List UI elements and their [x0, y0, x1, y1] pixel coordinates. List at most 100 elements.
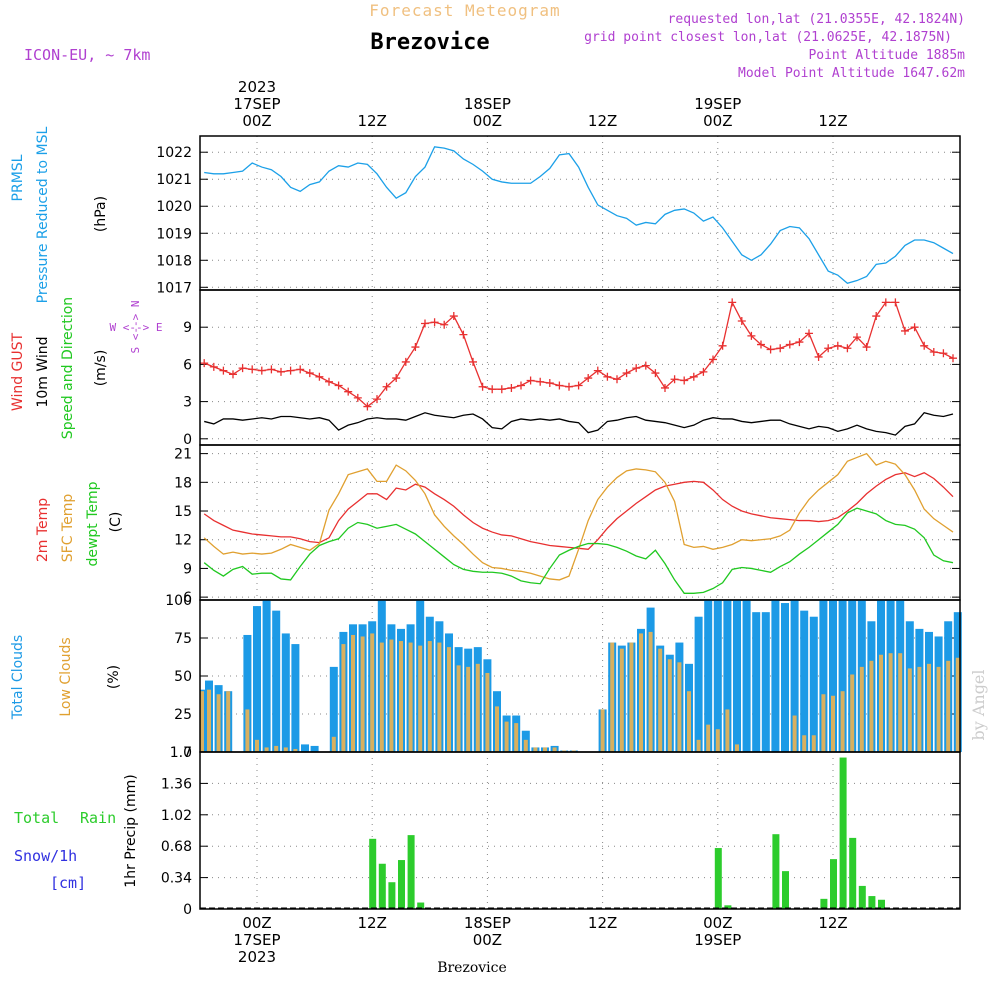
- low-cloud-bar: [802, 735, 807, 752]
- gust-marker: [401, 357, 410, 366]
- gust-marker: [555, 381, 564, 390]
- y-tick-label: 0: [183, 745, 192, 761]
- temp-labels: 2m Temp SFC Temp dewpt Temp (C): [35, 481, 124, 566]
- low-cloud-bar: [264, 747, 269, 752]
- gust-marker: [488, 385, 497, 394]
- low-cloud-bar: [389, 639, 394, 752]
- gust-marker: [315, 372, 324, 381]
- low-cloud-bar: [504, 721, 509, 752]
- low-cloud-bar: [677, 662, 682, 752]
- low-cloud-bar: [888, 653, 893, 752]
- low-cloud-bar: [658, 648, 663, 752]
- gust-marker: [296, 365, 305, 374]
- panel-precip: 0 0.34 0.68 1.02 1.36 1.7: [161, 745, 961, 918]
- low-cloud-bar: [869, 660, 874, 752]
- gust-marker: [430, 318, 439, 327]
- gust-marker: [497, 385, 506, 394]
- panel-frame: [199, 444, 961, 601]
- wind-label-10m: 10m Wind: [35, 336, 51, 407]
- rain-bar: [388, 882, 396, 909]
- low-cloud-bar: [226, 691, 231, 752]
- panel-frame: [199, 751, 961, 910]
- y-tick-label: 1022: [156, 145, 192, 161]
- wind-labels: Wind GUST 10m Wind Speed and Direction (…: [10, 297, 162, 439]
- low-cloud-bar: [552, 747, 557, 752]
- low-cloud-bar: [840, 691, 845, 752]
- gust-marker: [872, 312, 881, 321]
- rain-bar: [772, 834, 780, 909]
- top-tick-label: 00Z: [703, 112, 732, 130]
- gust-marker: [584, 374, 593, 383]
- gust-marker: [824, 344, 833, 353]
- top-tick-label: 00Z: [242, 112, 271, 130]
- total-cloud-bar: [291, 644, 300, 752]
- low-cloud-bar: [274, 745, 279, 752]
- low-cloud-bar: [735, 744, 739, 752]
- rain-bar: [378, 863, 386, 909]
- gust-marker: [680, 376, 689, 385]
- gust-marker: [267, 365, 276, 374]
- low-cloud-bar: [293, 748, 298, 752]
- low-cloud-bar: [898, 653, 903, 752]
- gust-marker: [469, 357, 477, 366]
- total-cloud-bar: [781, 603, 789, 752]
- low-cloud-bar: [514, 723, 519, 752]
- y-tick-label: 25: [174, 707, 192, 723]
- gust-marker: [795, 338, 804, 347]
- pressure-label-unit: (hPa): [93, 196, 109, 232]
- bottom-tick-label: 17SEP: [233, 931, 280, 949]
- gust-marker: [392, 374, 401, 383]
- low-cloud-bar: [811, 735, 816, 752]
- pressure-labels: PRMSL Pressure Reduced to MSL (hPa): [10, 126, 109, 303]
- gridpoint-coords: grid point closest lon,lat (21.0625E, 42…: [584, 30, 952, 45]
- watermark: by Angel: [969, 669, 988, 740]
- low-cloud-bar: [399, 641, 403, 752]
- low-cloud-bar: [466, 666, 471, 752]
- gust-marker: [536, 377, 545, 386]
- low-cloud-bar: [562, 750, 567, 752]
- wind-speed-line: [204, 412, 954, 436]
- y-tick-label: 1019: [156, 226, 192, 242]
- gust-marker: [622, 369, 631, 378]
- model-label: ICON-EU, ~ 7km: [24, 46, 150, 64]
- gust-marker: [776, 344, 785, 353]
- gust-marker: [507, 383, 516, 392]
- low-cloud-bar: [907, 668, 912, 752]
- low-cloud-bar: [255, 739, 259, 752]
- low-cloud-bar: [821, 694, 826, 752]
- low-cloud-bar: [917, 666, 922, 752]
- bottom-tick-label: 2023: [238, 948, 276, 966]
- gust-marker: [737, 317, 746, 325]
- top-tick-label: 00Z: [473, 112, 502, 130]
- gust-marker: [565, 382, 573, 391]
- total-cloud-bar: [800, 610, 809, 752]
- requested-coords: requested lon,lat (21.0355E, 42.1824N): [668, 12, 965, 27]
- low-cloud-bar: [360, 636, 365, 752]
- wind-label-speed-dir: Speed and Direction: [60, 297, 76, 439]
- low-cloud-bar: [725, 709, 730, 752]
- y-tick-label: 75: [174, 631, 192, 647]
- low-cloud-bar: [619, 648, 624, 752]
- y-tick-label: 1017: [156, 280, 192, 296]
- gust-marker: [325, 377, 333, 386]
- rain-bar: [849, 837, 857, 909]
- gust-marker: [545, 379, 554, 387]
- bottom-tick-label: 00Z: [242, 914, 271, 932]
- pressure-label-prmsl: PRMSL: [10, 154, 26, 201]
- total-cloud-bar: [771, 600, 780, 752]
- gust-marker: [593, 366, 602, 375]
- total-cloud-bar: [809, 616, 818, 752]
- gust-marker: [459, 330, 468, 339]
- precip-labels: Total Rain Snow/1h [cm] 1hr Precip (mm): [14, 774, 139, 892]
- y-tick-label: 100: [165, 593, 192, 609]
- gust-marker: [901, 326, 909, 335]
- bottom-tick-label: 00Z: [473, 931, 502, 949]
- rain-bar: [868, 896, 876, 909]
- gust-marker: [862, 343, 871, 352]
- gust-marker: [843, 344, 852, 353]
- panel-temp: 6 9 12 15 18 21: [174, 444, 961, 606]
- bottom-tick-label: 12Z: [588, 914, 617, 932]
- total-cloud-bar: [733, 600, 741, 752]
- gust-marker: [853, 333, 861, 342]
